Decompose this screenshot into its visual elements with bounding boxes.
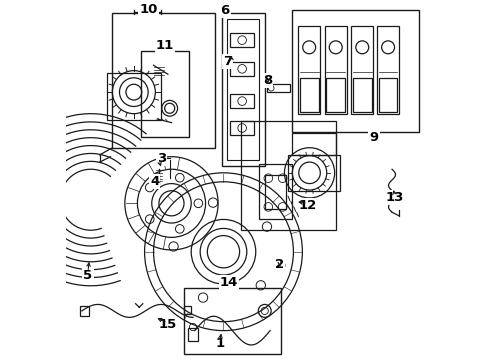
Text: 1: 1 bbox=[215, 337, 224, 350]
Text: 15: 15 bbox=[158, 318, 177, 331]
Text: 4: 4 bbox=[150, 175, 159, 188]
Text: 2: 2 bbox=[275, 258, 284, 271]
Bar bbox=[324, 26, 347, 114]
Bar bbox=[184, 288, 281, 354]
Text: 7: 7 bbox=[223, 55, 232, 68]
Bar bbox=[265, 175, 286, 209]
Text: 14: 14 bbox=[220, 276, 239, 289]
Text: 10: 10 bbox=[139, 3, 158, 16]
Bar bbox=[288, 155, 340, 191]
Bar bbox=[230, 33, 254, 47]
Bar bbox=[230, 62, 254, 76]
Text: 3: 3 bbox=[157, 152, 167, 165]
Bar bbox=[259, 164, 292, 220]
Text: 12: 12 bbox=[298, 199, 317, 212]
Bar bbox=[80, 306, 89, 316]
Text: 5: 5 bbox=[83, 269, 93, 282]
Text: 6: 6 bbox=[220, 4, 229, 17]
Bar bbox=[221, 13, 265, 166]
Text: 8: 8 bbox=[263, 74, 272, 87]
Bar bbox=[242, 121, 337, 230]
Bar bbox=[184, 306, 191, 315]
Bar bbox=[188, 328, 198, 341]
Bar bbox=[351, 26, 373, 114]
Bar bbox=[112, 13, 215, 148]
Bar bbox=[227, 19, 259, 160]
Bar bbox=[326, 78, 345, 112]
Bar bbox=[300, 78, 318, 112]
Bar bbox=[230, 94, 254, 108]
Bar bbox=[353, 78, 371, 112]
Bar bbox=[267, 84, 290, 92]
Bar bbox=[230, 121, 254, 135]
Bar bbox=[292, 134, 337, 155]
Text: 13: 13 bbox=[386, 192, 404, 204]
Text: 11: 11 bbox=[156, 39, 174, 52]
Bar bbox=[379, 78, 397, 112]
Bar bbox=[292, 10, 419, 132]
Bar bbox=[141, 51, 190, 137]
Bar bbox=[377, 26, 399, 114]
Text: 9: 9 bbox=[369, 131, 379, 144]
Bar bbox=[298, 26, 320, 114]
Bar bbox=[107, 73, 161, 120]
